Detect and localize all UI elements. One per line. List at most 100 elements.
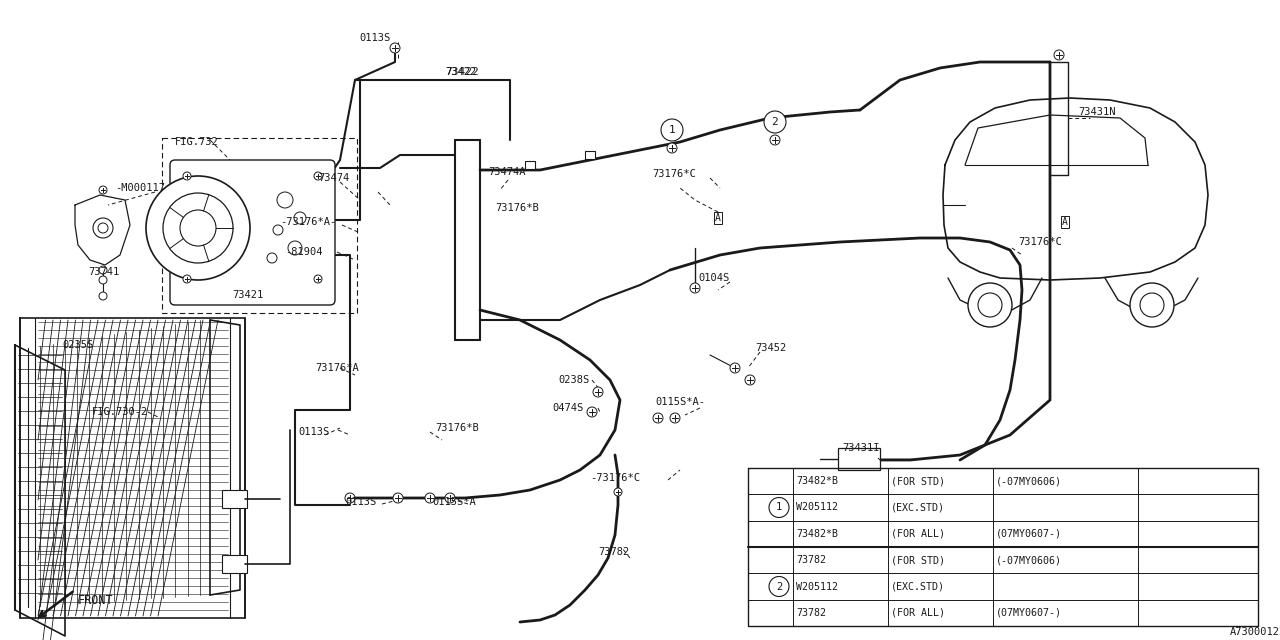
Text: 1: 1 (668, 125, 676, 135)
Circle shape (745, 375, 755, 385)
Circle shape (771, 135, 780, 145)
Text: -81904: -81904 (285, 247, 323, 257)
Text: 73176*B: 73176*B (495, 203, 539, 213)
Text: 73741: 73741 (88, 267, 119, 277)
Text: 73176*B: 73176*B (435, 423, 479, 433)
Text: W205112: W205112 (796, 582, 838, 591)
Circle shape (276, 192, 293, 208)
Text: 73474A: 73474A (488, 167, 526, 177)
Text: W205112: W205112 (796, 502, 838, 513)
Circle shape (99, 292, 108, 300)
FancyBboxPatch shape (170, 160, 335, 305)
Text: 0115S*A: 0115S*A (433, 497, 476, 507)
Text: 73782: 73782 (598, 547, 630, 557)
Circle shape (667, 143, 677, 153)
Circle shape (288, 241, 302, 255)
Bar (838, 448, 881, 470)
Circle shape (346, 493, 355, 503)
Circle shape (99, 223, 108, 233)
Text: 1: 1 (776, 502, 782, 513)
Text: 2: 2 (772, 117, 778, 127)
Bar (585, 151, 595, 159)
Text: A730001229: A730001229 (1230, 627, 1280, 637)
Circle shape (445, 493, 454, 503)
Text: 73421: 73421 (232, 290, 264, 300)
Circle shape (393, 493, 403, 503)
Circle shape (183, 275, 191, 283)
Text: 73782: 73782 (796, 555, 826, 565)
Text: 73482*B: 73482*B (796, 476, 838, 486)
Text: (EXC.STD): (EXC.STD) (891, 582, 945, 591)
Text: -73176*C: -73176*C (590, 473, 640, 483)
Text: 0115S*A-: 0115S*A- (655, 397, 705, 407)
Text: (07MY0607-): (07MY0607-) (996, 529, 1062, 539)
Text: (FOR ALL): (FOR ALL) (891, 529, 945, 539)
Text: (EXC.STD): (EXC.STD) (891, 502, 945, 513)
Circle shape (314, 172, 323, 180)
Circle shape (593, 387, 603, 397)
Circle shape (730, 363, 740, 373)
Text: A: A (716, 213, 721, 223)
Text: FIG.732: FIG.732 (175, 137, 219, 147)
Text: (-07MY0606): (-07MY0606) (996, 476, 1062, 486)
Text: (FOR ALL): (FOR ALL) (891, 608, 945, 618)
Circle shape (614, 488, 622, 496)
Text: 73452: 73452 (755, 343, 786, 353)
Text: FRONT: FRONT (78, 593, 114, 607)
Circle shape (669, 413, 680, 423)
Text: -M000117: -M000117 (115, 183, 165, 193)
Circle shape (769, 497, 788, 518)
Circle shape (653, 413, 663, 423)
Text: 73431I: 73431I (842, 443, 879, 453)
Circle shape (660, 119, 684, 141)
Circle shape (764, 111, 786, 133)
Text: 0113S: 0113S (298, 427, 329, 437)
Text: 73176*C: 73176*C (652, 169, 696, 179)
Text: FIG.730-2: FIG.730-2 (92, 407, 148, 417)
Circle shape (390, 43, 399, 53)
Circle shape (93, 218, 113, 238)
Bar (163, 138, 357, 313)
Circle shape (99, 186, 108, 194)
Circle shape (163, 193, 233, 263)
Text: 2: 2 (776, 582, 782, 591)
Circle shape (268, 253, 276, 263)
Circle shape (978, 293, 1002, 317)
Text: 0238S: 0238S (558, 375, 589, 385)
Text: 73176*A: 73176*A (315, 363, 358, 373)
Circle shape (769, 577, 788, 596)
Circle shape (690, 283, 700, 293)
Text: (FOR STD): (FOR STD) (891, 555, 945, 565)
Circle shape (273, 225, 283, 235)
Text: 0235S: 0235S (61, 340, 93, 350)
Text: 0474S: 0474S (552, 403, 584, 413)
Circle shape (968, 283, 1012, 327)
Circle shape (314, 275, 323, 283)
Text: (FOR STD): (FOR STD) (891, 476, 945, 486)
Circle shape (1053, 50, 1064, 60)
Text: A: A (1062, 217, 1068, 227)
Text: 0113S: 0113S (360, 33, 390, 43)
Circle shape (183, 172, 191, 180)
Text: 0104S: 0104S (698, 273, 730, 283)
Circle shape (294, 212, 306, 224)
Circle shape (99, 266, 108, 274)
Text: 73782: 73782 (796, 608, 826, 618)
Circle shape (588, 407, 596, 417)
Bar (221, 555, 247, 573)
Circle shape (180, 210, 216, 246)
Text: (07MY0607-): (07MY0607-) (996, 608, 1062, 618)
Text: 73474: 73474 (317, 173, 349, 183)
Circle shape (425, 493, 435, 503)
Text: -73176*A-: -73176*A- (280, 217, 337, 227)
Text: 0113S: 0113S (346, 497, 376, 507)
Circle shape (146, 176, 250, 280)
Text: 73431N: 73431N (1078, 107, 1115, 117)
Bar (221, 490, 247, 508)
Text: 73482*B: 73482*B (796, 529, 838, 539)
Text: (-07MY0606): (-07MY0606) (996, 555, 1062, 565)
Text: 73422: 73422 (445, 67, 479, 77)
Text: 73176*C: 73176*C (1018, 237, 1061, 247)
Bar (525, 161, 535, 169)
Text: 73422: 73422 (445, 67, 476, 77)
